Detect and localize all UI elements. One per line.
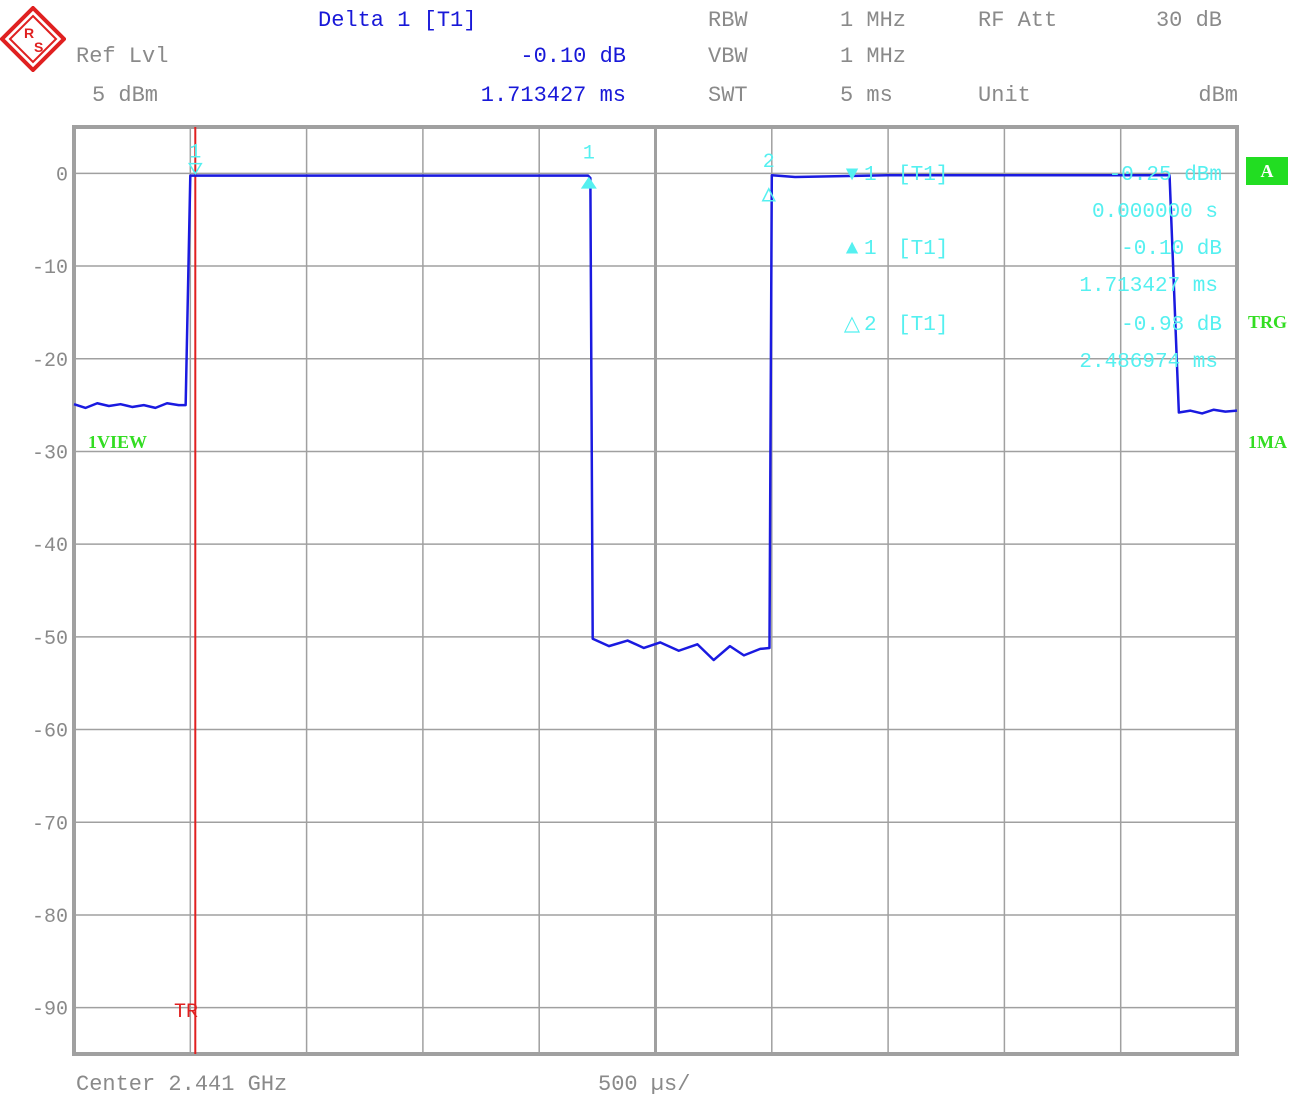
swt-value: 5 ms [840, 83, 893, 108]
y-tick-labels: 0 -10 -20 -30 -40 -50 -60 -70 -80 -90 [32, 164, 68, 1021]
y-tick-label: -30 [32, 442, 68, 465]
y-tick-label: -80 [32, 906, 68, 929]
marker-table-value: -0.98 dB [1121, 314, 1222, 337]
marker-delta-outline-icon [761, 187, 776, 202]
marker-label: 1 [583, 143, 595, 166]
marker-table-time: 1.713427 ms [1079, 275, 1218, 298]
delta-level-value: -0.10 dB [520, 44, 626, 69]
grid [72, 125, 1239, 1056]
rf-att-label: RF Att [978, 8, 1058, 33]
y-tick-label: -50 [32, 628, 68, 651]
y-tick-label: -20 [32, 350, 68, 373]
marker-label: 1 [189, 142, 201, 165]
marker-title: Delta 1 [T1] [318, 8, 477, 33]
marker-table-value: -0.10 dB [1121, 238, 1222, 261]
marker-table-time: 0.000000 s [1092, 201, 1218, 224]
svg-text:S: S [34, 39, 43, 55]
ref-level-label: Ref Lvl [76, 44, 169, 69]
sweep-per-division: 500 µs/ [598, 1072, 691, 1097]
marker-label: 2 [763, 151, 775, 174]
rf-att-value: 30 dB [1155, 8, 1222, 33]
marker-table-trace: [T1] [898, 164, 948, 187]
marker-table-symbol: ▼ [846, 164, 859, 187]
y-tick-label: -40 [32, 535, 68, 558]
marker-table-id: 1 [864, 238, 877, 261]
marker-reference-icon [187, 162, 203, 176]
unit-value: dBm [1198, 83, 1238, 108]
marker-table-time: 2.486974 ms [1079, 351, 1218, 374]
rohde-schwarz-logo: R S [0, 6, 66, 72]
marker-table-id: 1 [864, 164, 877, 187]
y-tick-label: -90 [32, 999, 68, 1022]
y-tick-label: -10 [32, 257, 68, 280]
markers: 1 1 2 [187, 142, 776, 202]
delta-time-value: 1.713427 ms [480, 83, 626, 108]
y-tick-label: -60 [32, 721, 68, 744]
marker-table-trace: [T1] [898, 314, 948, 337]
trigger-label: TR [174, 1001, 199, 1024]
marker-table-symbol: ▲ [846, 238, 859, 261]
rbw-label: RBW [708, 8, 748, 33]
marker-table-symbol: △ [844, 314, 861, 337]
ref-level-value: 5 dBm [92, 83, 159, 108]
trace-line [73, 173, 1238, 662]
vbw-value: 1 MHz [840, 44, 907, 69]
marker-delta-filled-icon [580, 176, 597, 189]
rbw-value: 1 MHz [840, 8, 907, 33]
view-label: 1VIEW [88, 432, 148, 452]
trigger-status-label: TRG [1248, 312, 1288, 332]
y-tick-label: 0 [56, 164, 68, 187]
swt-label: SWT [708, 83, 748, 108]
center-frequency: Center 2.441 GHz [76, 1072, 288, 1097]
marker-table-trace: [T1] [898, 238, 948, 261]
unit-label: Unit [978, 83, 1031, 108]
trace-a-badge: A [1246, 157, 1288, 185]
y-tick-label: -70 [32, 813, 68, 836]
svg-text:R: R [24, 25, 34, 41]
marker-table-value: -0.25 dBm [1109, 164, 1222, 187]
max-hold-label: 1MA [1248, 432, 1287, 452]
marker-table-id: 2 [864, 314, 877, 337]
vbw-label: VBW [708, 44, 748, 69]
